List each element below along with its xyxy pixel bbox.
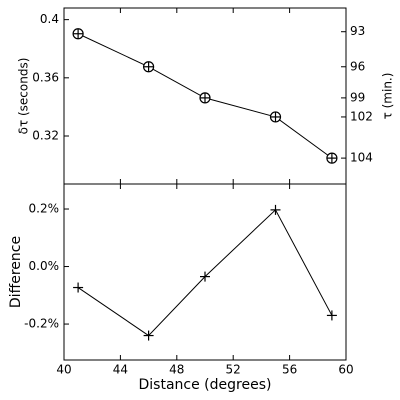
y-axis-label: Difference xyxy=(8,236,24,308)
data-point xyxy=(199,92,211,104)
data-point xyxy=(143,330,154,341)
x-tick-label: 60 xyxy=(338,363,353,377)
x-tick-label: 40 xyxy=(56,363,71,377)
data-point xyxy=(269,111,282,123)
x-tick-label: 44 xyxy=(113,363,128,377)
y-tick-label: 0.2% xyxy=(29,202,60,216)
y-tick-label: 0.36 xyxy=(32,70,59,84)
data-point xyxy=(326,310,337,321)
data-point xyxy=(200,271,210,282)
x-tick-label: 48 xyxy=(169,363,184,377)
data-point xyxy=(270,204,281,215)
y-tick-label: 0.32 xyxy=(32,129,59,143)
data-point xyxy=(143,61,155,73)
y2-tick-label: 104 xyxy=(350,151,373,165)
data-point xyxy=(72,28,84,40)
x-tick-label: 56 xyxy=(282,363,297,377)
y-tick-label: 0.0% xyxy=(29,259,60,273)
y2-tick-label: 102 xyxy=(350,109,373,123)
x-axis-label: Distance (degrees) xyxy=(139,377,272,393)
y-axis-label: δτ (seconds) xyxy=(17,58,31,135)
y2-tick-label: 93 xyxy=(350,24,365,38)
y2-axis-label: τ (min.) xyxy=(381,73,395,120)
plot-frame xyxy=(63,183,347,361)
data-point xyxy=(326,152,338,164)
y-tick-label: 0.4 xyxy=(40,12,59,26)
y2-tick-label: 96 xyxy=(350,59,365,73)
x-tick-label: 52 xyxy=(226,363,241,377)
y-tick-label: -0.2% xyxy=(24,317,59,331)
y2-tick-label: 99 xyxy=(350,90,365,104)
data-point xyxy=(73,282,84,293)
